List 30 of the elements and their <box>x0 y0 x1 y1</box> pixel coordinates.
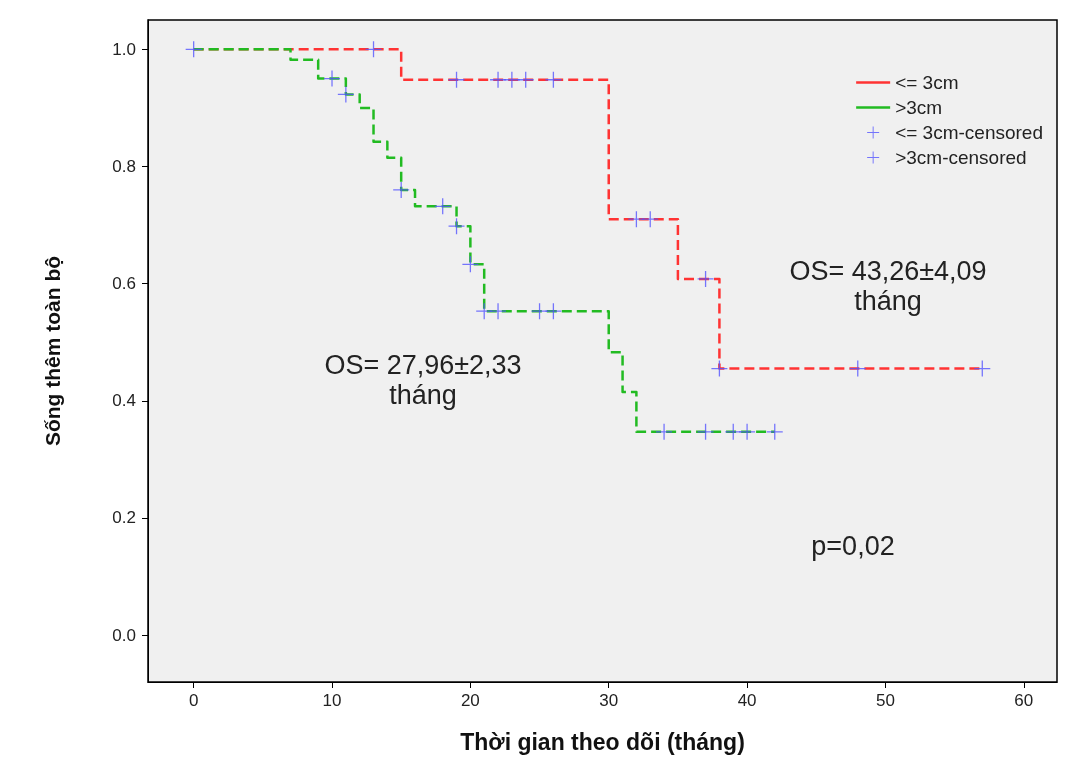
point <box>324 70 341 87</box>
annotation: p=0,02 <box>811 531 895 561</box>
legend-label: <= 3cm <box>895 72 959 93</box>
point <box>393 181 410 198</box>
y-tick-label: 0.2 <box>112 508 136 528</box>
legend-label: <= 3cm-censored <box>895 122 1044 143</box>
x-tick-label: 20 <box>460 691 480 710</box>
y-tick-label: 0.6 <box>112 274 136 294</box>
point <box>697 270 714 287</box>
y-tick-label: 0.4 <box>112 391 136 411</box>
point <box>739 423 756 440</box>
point <box>503 71 520 88</box>
legend-label: >3cm <box>895 97 943 118</box>
y-tick-label: 1.0 <box>112 39 136 59</box>
x-tick-label: 30 <box>599 691 619 710</box>
x-tick-label: 60 <box>1014 691 1034 710</box>
x-tick-label: 10 <box>322 691 342 710</box>
point <box>490 303 507 320</box>
legend-label: >3cm-censored <box>895 147 1027 168</box>
annotation: OS= 27,96±2,33 tháng <box>324 350 522 410</box>
y-tick-label: 0.8 <box>112 156 136 176</box>
point <box>490 71 507 88</box>
x-axis-title: Thời gian theo dõi (tháng) <box>460 728 745 755</box>
annotation: OS= 43,26±4,09 tháng <box>789 256 987 316</box>
y-axis-title: Sống thêm toàn bộ <box>41 255 64 447</box>
x-tick-label: 40 <box>737 691 757 710</box>
y-tick-label: 0.0 <box>112 625 136 645</box>
point <box>656 423 673 440</box>
x-tick-label: 50 <box>875 691 895 710</box>
x-tick-label: 0 <box>188 691 199 710</box>
